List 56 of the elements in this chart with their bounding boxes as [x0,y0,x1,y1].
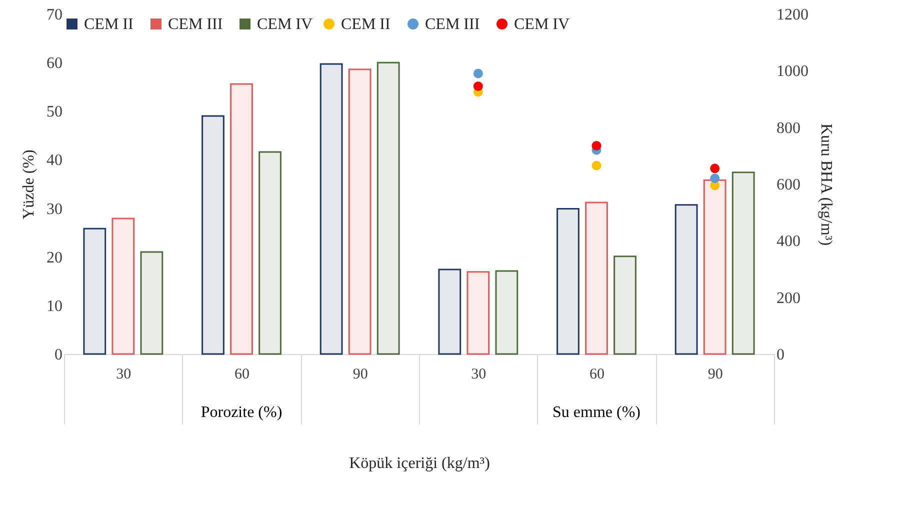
bar [320,63,343,355]
bar [732,172,755,355]
point [710,164,720,174]
legend-label: CEM II [341,16,390,33]
y2-tick-label: 200 [776,290,800,307]
y-tick-label: 0 [54,346,62,364]
x-tick-label: 60 [234,366,250,382]
legend-label: CEM IV [514,16,570,33]
bar [348,68,372,355]
bar [258,151,282,355]
text: Su emme (%) [552,404,640,421]
y-tick-label: 50 [46,104,62,121]
y-tick-label: 30 [46,200,62,218]
y2-tick-label: 600 [776,176,800,194]
x-tick-label: 90 [352,366,368,382]
x-tick-label: 30 [116,366,132,382]
bar [466,271,490,355]
y-tick-label: 40 [46,152,62,170]
bar [376,62,400,355]
bar [585,202,608,355]
bar [83,228,106,355]
y-tick-label: 60 [46,55,62,72]
bar [674,204,698,355]
bar [140,251,164,355]
x-axis-title: Köpük içeriği (kg/m³) [349,455,490,472]
text: Porozite (%) [200,404,282,421]
y2-tick-label: 800 [776,120,800,137]
y-tick-label: 10 [46,298,62,315]
x-tick-label: 30 [471,366,486,382]
legend-label: CEM II [84,16,134,33]
bar [556,208,580,355]
y2-tick-label: 1000 [776,63,808,80]
bar [438,268,462,355]
point [592,141,602,150]
y2-tick-label: 0 [776,346,784,364]
point [592,160,602,170]
x-tick-label: 60 [590,366,604,382]
y2-tick-label: 1200 [776,6,808,24]
y2-tick-label: 400 [776,233,800,250]
bar [703,179,726,355]
bar [230,83,253,355]
y-axis-title: Yüzde (%) [20,150,38,220]
bar [614,256,636,355]
legend-label: CEM III [425,16,480,33]
bar [495,270,518,355]
point [473,68,483,78]
bar [112,218,135,355]
y-tick-label: 70 [46,6,62,24]
point [710,174,720,184]
y-tick-label: 20 [46,249,62,266]
bar [202,115,224,355]
x-tick-label: 90 [708,366,723,382]
legend-label: CEM III [168,16,223,33]
point [473,82,483,91]
legend-label: CEM IV [257,16,313,33]
y2-axis-title: Kuru BHA (kg/m³) [818,123,834,246]
